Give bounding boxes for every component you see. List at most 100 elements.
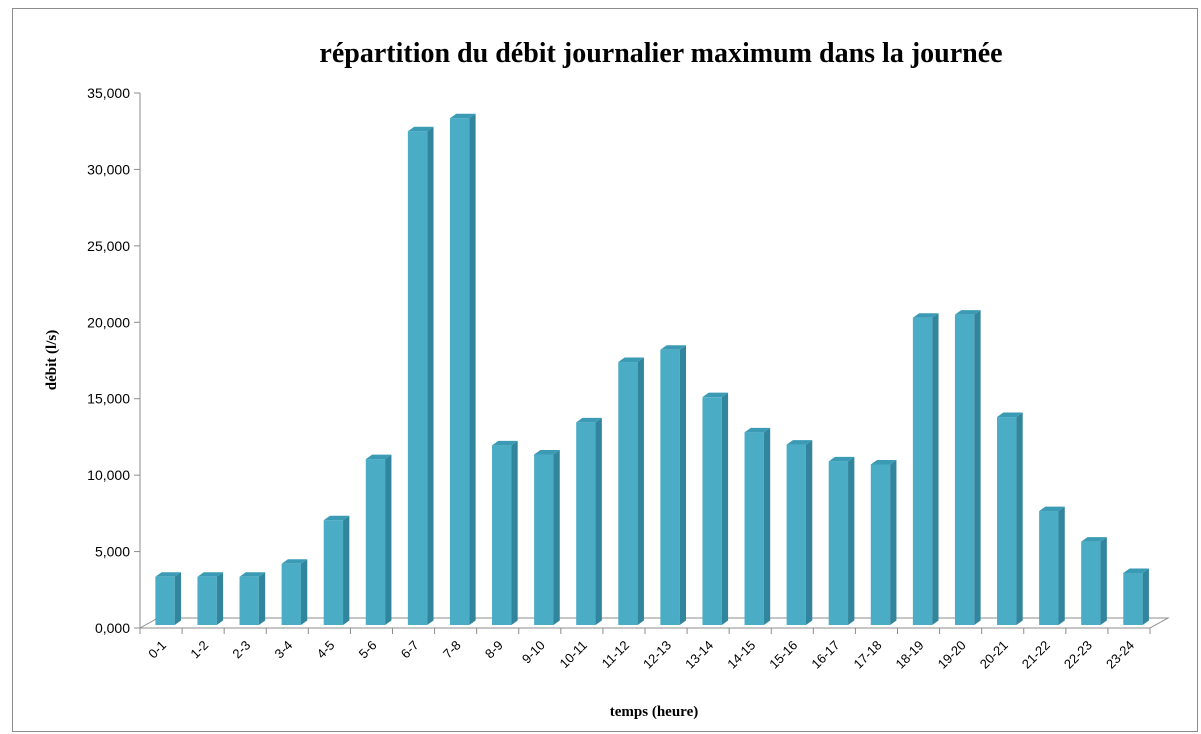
- bar-top: [239, 572, 266, 577]
- bar-front: [239, 576, 259, 625]
- bar-side: [679, 345, 687, 625]
- bar-top: [828, 456, 855, 462]
- bar-top: [744, 427, 771, 433]
- x-tick-label: 5-6: [356, 638, 380, 662]
- bar-front: [197, 576, 217, 625]
- bar-10-11: [576, 417, 602, 625]
- bar-20-21: [997, 412, 1023, 625]
- x-tick-label: 19-20: [935, 638, 969, 672]
- bar-top: [702, 392, 729, 398]
- bar-top: [1039, 506, 1065, 512]
- x-tick-label: 20-21: [977, 638, 1011, 672]
- bar-side: [763, 427, 771, 625]
- bar-22-23: [1081, 537, 1107, 625]
- bar-19-20: [954, 310, 981, 625]
- bar-side: [805, 440, 813, 625]
- bar-6-7: [407, 126, 434, 625]
- bar-11-12: [618, 357, 644, 625]
- bar-front: [702, 397, 722, 625]
- bar-front: [912, 317, 933, 625]
- bar-front: [618, 362, 638, 625]
- y-axis-label: débit (l/s): [44, 330, 60, 390]
- bar-17-18: [870, 459, 897, 625]
- bar-top: [449, 113, 476, 119]
- y-tick-label: 0,000: [95, 620, 130, 636]
- bar-21-22: [1039, 506, 1065, 625]
- bar-front: [828, 461, 849, 625]
- bar-side: [343, 515, 350, 625]
- bar-top: [281, 559, 308, 564]
- x-tick-label: 23-24: [1103, 638, 1137, 672]
- bar-side: [595, 417, 602, 625]
- bar-top: [576, 417, 602, 423]
- axes: [134, 92, 1170, 634]
- y-tick-label: 25,000: [87, 238, 130, 254]
- bar-side: [890, 459, 897, 625]
- bar-side: [511, 440, 518, 625]
- bar-top: [786, 440, 813, 445]
- y-tick-label: 15,000: [87, 391, 130, 407]
- bar-side: [385, 454, 392, 625]
- bar-front: [1039, 511, 1059, 625]
- bar-23-24: [1123, 568, 1149, 625]
- bar-front: [365, 459, 386, 625]
- x-tick-label: 17-18: [850, 638, 884, 672]
- bar-side: [174, 572, 182, 625]
- bar-side: [637, 357, 644, 625]
- y-tick-label: 20,000: [87, 314, 130, 330]
- bar-top: [534, 450, 560, 455]
- bar-front: [744, 432, 764, 625]
- bar-side: [721, 392, 729, 625]
- bar-front: [449, 118, 470, 625]
- x-tick-label: 21-22: [1019, 638, 1053, 672]
- bar-side: [216, 572, 224, 625]
- bar-front: [870, 464, 891, 625]
- bar-14-15: [744, 427, 771, 625]
- bar-side: [848, 456, 855, 625]
- bar-top: [155, 572, 182, 577]
- x-tick-label: 18-19: [893, 638, 927, 672]
- bar-side: [258, 572, 266, 625]
- bars: [155, 113, 1149, 625]
- bar-4-5: [323, 515, 350, 625]
- bar-1-2: [197, 572, 224, 625]
- x-tick-label: 7-8: [440, 638, 464, 662]
- x-tick-label: 16-17: [808, 638, 842, 672]
- bar-3-4: [281, 559, 308, 625]
- bar-top: [197, 572, 224, 577]
- y-tick-label: 30,000: [87, 161, 130, 177]
- bar-front: [155, 576, 175, 625]
- bar-side: [932, 313, 939, 625]
- x-tick-label: 8-9: [482, 638, 506, 662]
- bar-side: [1100, 537, 1107, 625]
- bar-0-1: [155, 572, 182, 625]
- x-tick-label: 22-23: [1061, 638, 1095, 672]
- bar-front: [997, 417, 1017, 625]
- bar-front: [660, 349, 680, 625]
- x-tick-label: 15-16: [766, 638, 800, 672]
- bar-top: [912, 313, 939, 318]
- bar-side: [553, 450, 560, 625]
- bar-top: [997, 412, 1023, 418]
- bar-front: [954, 314, 975, 625]
- x-tick-label: 3-4: [272, 638, 296, 662]
- bar-9-10: [534, 450, 560, 625]
- bar-front: [281, 563, 301, 625]
- bar-top: [323, 515, 350, 521]
- bar-top: [618, 357, 644, 363]
- bar-top: [492, 440, 518, 446]
- x-tick-label: 1-2: [187, 638, 211, 662]
- bar-front: [323, 520, 344, 625]
- chart-title: répartition du débit journalier maximum …: [319, 38, 1002, 69]
- x-tick-label: 6-7: [398, 638, 422, 662]
- x-tick-label: 10-11: [557, 638, 590, 671]
- bar-side: [1142, 568, 1149, 625]
- bar-front: [1081, 541, 1101, 625]
- bar-front: [534, 454, 554, 625]
- bar-top: [870, 459, 897, 465]
- bar-15-16: [786, 440, 813, 625]
- y-tick-label: 35,000: [87, 85, 130, 101]
- bar-side: [469, 113, 476, 625]
- x-tick-label: 0-1: [145, 638, 169, 662]
